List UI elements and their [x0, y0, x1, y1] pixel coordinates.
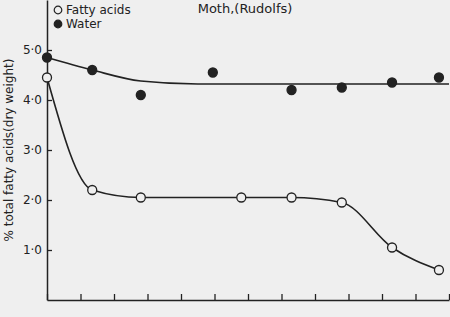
x-tick — [47, 294, 48, 300]
y-tick-label: 2·0 — [23, 193, 42, 207]
point — [88, 186, 97, 195]
point — [287, 86, 296, 95]
y-tick-label: 4·0 — [23, 93, 42, 107]
point — [434, 266, 443, 275]
point — [208, 68, 217, 77]
point — [136, 91, 145, 100]
point — [136, 193, 145, 202]
x-tick-mark — [315, 294, 316, 300]
legend-marker — [54, 6, 62, 14]
point — [43, 53, 52, 62]
x-tick — [215, 294, 216, 300]
legend: Fatty acidsWater — [54, 3, 130, 31]
x-tick — [81, 294, 82, 300]
y-tick-mark — [47, 100, 52, 101]
x-tick — [449, 294, 450, 300]
y-axis: 1·0 2·0 3·0 4·0 5·0 — [23, 1, 52, 301]
series-line — [47, 78, 439, 271]
y-tick-mark — [47, 50, 52, 51]
x-tick-mark — [181, 294, 182, 300]
point — [337, 198, 346, 207]
title: Moth,(Rudolfs) — [198, 1, 293, 16]
y-tick-label: 5·0 — [23, 43, 42, 57]
x-tick — [382, 294, 383, 300]
y-tick-mark — [47, 150, 52, 151]
point — [388, 243, 397, 252]
point — [237, 193, 246, 202]
y-tick: 1·0 — [23, 243, 52, 257]
x-tick-mark — [248, 294, 249, 300]
y-tick-label: 1·0 — [23, 243, 42, 257]
x-tick-mark — [147, 294, 148, 300]
legend-label: Fatty acids — [66, 3, 131, 17]
point — [88, 66, 97, 75]
x-tick-mark — [281, 294, 282, 300]
y-tick: 2·0 — [23, 193, 52, 207]
marks — [43, 53, 450, 275]
legend-label: Water — [66, 17, 102, 31]
y-tick-mark — [47, 200, 52, 201]
x-tick — [148, 294, 149, 300]
x-tick-mark — [449, 294, 450, 300]
x-tick-mark — [114, 294, 115, 300]
legend-marker — [54, 20, 62, 28]
point — [287, 193, 296, 202]
x-tick — [282, 294, 283, 300]
x-tick-mark — [47, 294, 48, 300]
x-tick — [349, 294, 350, 300]
x-tick — [114, 294, 115, 300]
plot: 1·0 2·0 3·0 4·0 5·0 — [23, 1, 450, 301]
x-tick-mark — [214, 294, 215, 300]
y-tick: 3·0 — [23, 143, 52, 157]
x-tick-mark — [415, 294, 416, 300]
y-tick: 4·0 — [23, 93, 52, 107]
point — [43, 73, 52, 82]
x-tick-mark — [348, 294, 349, 300]
point — [388, 78, 397, 87]
legend-entry: Water — [54, 17, 101, 31]
y-tick-label: 3·0 — [23, 143, 42, 157]
x-axis — [48, 294, 450, 301]
x-tick — [315, 294, 316, 300]
x-tick — [248, 294, 249, 300]
x-tick-mark — [80, 294, 81, 300]
y-axis-title: % total fatty acids(dry weight) — [2, 59, 16, 242]
legend-entry: Fatty acids — [54, 3, 130, 17]
chart: 1·0 2·0 3·0 4·0 5·0 Moth,(Rudolfs) % total fat… — [0, 0, 450, 317]
x-tick — [181, 294, 182, 300]
point — [434, 73, 443, 82]
y-tick-mark — [47, 250, 52, 251]
x-tick — [416, 294, 417, 300]
x-tick-mark — [382, 294, 383, 300]
point — [337, 83, 346, 92]
